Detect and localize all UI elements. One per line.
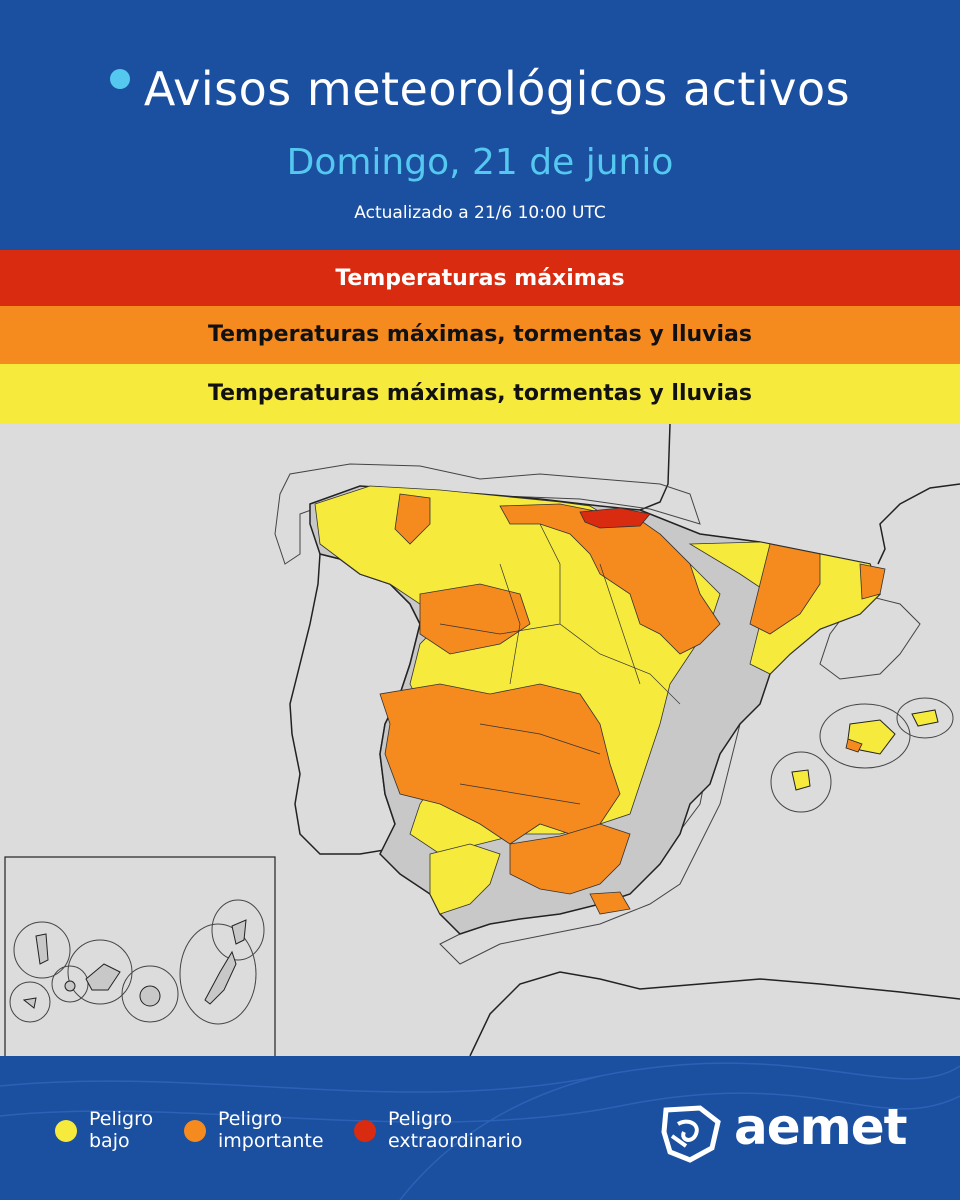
orange-dot-icon bbox=[184, 1120, 206, 1142]
africa-coast bbox=[469, 971, 960, 1056]
france-mediterranean-coast bbox=[877, 483, 960, 565]
ibiza-marine-zone bbox=[770, 751, 832, 813]
menorca-marine-zone bbox=[896, 697, 954, 739]
aemet-logo: aemet bbox=[660, 1096, 920, 1166]
orange-region-leon bbox=[419, 583, 531, 655]
el-hierro-island bbox=[22, 997, 37, 1009]
updated-timestamp: Actualizado a 21/6 10:00 UTC bbox=[354, 203, 606, 223]
map-svg bbox=[4, 424, 960, 1056]
gran-canaria-zone bbox=[121, 965, 179, 1023]
marine-zones-south-east bbox=[439, 622, 781, 965]
title-row: Avisos meteorológicos activos bbox=[0, 62, 960, 116]
ibiza-island bbox=[791, 769, 811, 791]
legend-low-label: Peligro bajo bbox=[89, 1108, 154, 1152]
orange-region-girona bbox=[859, 563, 886, 600]
date-subtitle: Domingo, 21 de junio bbox=[286, 142, 674, 183]
france-coast-line bbox=[639, 424, 671, 511]
fuerteventura-zone bbox=[179, 923, 257, 1025]
band-orange-warnings: Temperaturas máximas, tormentas y lluvia… bbox=[0, 306, 960, 364]
footer: Peligro bajo Peligro importante Peligro … bbox=[0, 1056, 960, 1200]
footer-decor bbox=[0, 1062, 960, 1200]
lanzarote-island bbox=[231, 919, 247, 945]
aemet-logo-icon bbox=[661, 1105, 721, 1163]
la-gomera-zone bbox=[51, 965, 89, 1003]
orange-region-asturias-west bbox=[394, 493, 431, 545]
mallorca-orange-zone bbox=[845, 738, 863, 753]
band-yellow-warnings: Temperaturas máximas, tormentas y lluvia… bbox=[0, 364, 960, 424]
fuerteventura-island bbox=[204, 950, 237, 1005]
yellow-dot-icon bbox=[55, 1120, 77, 1142]
legend-extraordinary-label: Peligro extraordinario bbox=[388, 1108, 523, 1152]
red-dot-icon bbox=[354, 1120, 376, 1142]
marine-zones-north bbox=[274, 463, 701, 565]
legend-important-label: Peligro importante bbox=[218, 1108, 324, 1152]
bullet-icon bbox=[109, 69, 130, 89]
orange-region-almeria bbox=[589, 891, 631, 915]
province-borders bbox=[439, 523, 681, 805]
mallorca-marine-zone bbox=[819, 703, 911, 769]
la-palma-island bbox=[35, 933, 49, 965]
tenerife-island bbox=[85, 963, 121, 991]
menorca-island bbox=[911, 709, 939, 727]
red-region-basque-country bbox=[579, 507, 651, 529]
yellow-region-andalusia-west bbox=[429, 843, 501, 915]
la-palma-zone bbox=[13, 921, 71, 979]
orange-region-andalusia-east bbox=[509, 823, 631, 895]
el-hierro-zone bbox=[9, 981, 51, 1023]
warnings-map bbox=[0, 424, 960, 1056]
orange-region-catalonia-west bbox=[749, 543, 821, 635]
lanzarote-zone bbox=[211, 899, 265, 961]
page-title: Avisos meteorológicos activos bbox=[143, 62, 851, 116]
balearic-marine-zone bbox=[819, 593, 921, 680]
header: Avisos meteorológicos activos Domingo, 2… bbox=[0, 0, 960, 250]
la-gomera-island bbox=[64, 980, 76, 992]
aemet-wordmark: aemet bbox=[734, 1098, 908, 1156]
band-red-warnings: Temperaturas máximas bbox=[0, 250, 960, 308]
gran-canaria-island bbox=[139, 985, 161, 1007]
